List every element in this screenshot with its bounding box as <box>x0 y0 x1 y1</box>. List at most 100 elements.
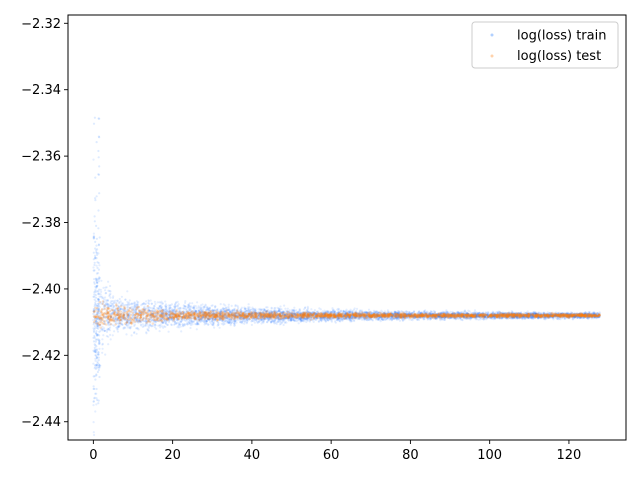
data-point <box>504 312 507 315</box>
data-point <box>127 312 131 315</box>
data-point <box>560 316 563 319</box>
data-point <box>438 312 441 315</box>
data-point <box>503 314 506 318</box>
data-point <box>288 312 291 316</box>
data-point <box>419 315 422 318</box>
data-point <box>487 311 490 314</box>
data-point <box>461 314 464 317</box>
data-point <box>265 306 268 309</box>
data-point <box>171 308 174 311</box>
data-point <box>408 315 411 318</box>
data-point <box>523 313 526 316</box>
data-point <box>313 313 316 316</box>
data-point <box>217 321 220 325</box>
data-point <box>506 314 509 317</box>
data-point <box>99 295 102 298</box>
data-point <box>367 308 371 311</box>
data-point <box>348 314 351 317</box>
data-point <box>277 319 280 322</box>
data-point <box>466 316 469 319</box>
data-point <box>230 321 233 325</box>
data-point <box>127 326 130 329</box>
data-point <box>92 158 95 161</box>
data-point <box>111 334 114 337</box>
data-point <box>589 315 592 318</box>
data-point <box>213 326 216 329</box>
data-point <box>247 307 250 310</box>
data-point <box>295 309 298 312</box>
data-point <box>477 315 480 318</box>
data-point <box>147 326 150 329</box>
data-point <box>319 313 322 316</box>
data-point <box>335 314 338 317</box>
data-point <box>392 315 395 318</box>
data-point <box>501 313 504 316</box>
data-point <box>453 313 456 316</box>
data-point <box>126 306 129 309</box>
data-point <box>363 311 367 314</box>
data-point <box>276 318 279 321</box>
data-point <box>195 307 198 310</box>
data-point <box>108 294 111 298</box>
data-point <box>94 410 97 413</box>
data-point <box>239 321 242 324</box>
data-point <box>132 302 136 305</box>
data-point <box>242 312 245 315</box>
data-point <box>101 342 104 345</box>
data-point <box>184 301 187 304</box>
data-point <box>565 314 568 317</box>
data-point <box>458 315 461 318</box>
data-point <box>232 314 235 317</box>
data-point <box>537 316 540 319</box>
data-point <box>371 319 374 322</box>
data-point <box>540 316 543 320</box>
data-point <box>144 324 147 327</box>
data-point <box>301 316 304 319</box>
data-point <box>101 338 104 341</box>
data-point <box>427 314 430 317</box>
data-point <box>486 316 489 319</box>
data-point <box>388 314 391 317</box>
data-point <box>440 312 443 316</box>
data-point <box>496 315 499 319</box>
data-point <box>188 304 191 308</box>
data-point <box>98 264 101 267</box>
data-point <box>404 314 407 318</box>
data-point <box>396 312 399 315</box>
data-point <box>381 314 384 317</box>
data-point <box>548 315 552 318</box>
data-point <box>469 315 472 318</box>
data-point <box>247 303 250 306</box>
data-point <box>516 312 520 315</box>
data-point <box>483 313 486 316</box>
data-point <box>287 315 290 318</box>
data-point <box>445 316 448 319</box>
data-point <box>116 330 120 333</box>
data-point <box>483 315 486 318</box>
data-point <box>105 330 109 333</box>
data-point <box>293 306 296 309</box>
data-point <box>518 316 522 319</box>
data-point <box>128 299 131 302</box>
data-point <box>186 306 189 309</box>
data-point <box>286 307 289 310</box>
data-point <box>589 314 593 317</box>
data-point <box>346 316 350 319</box>
data-point <box>547 313 550 316</box>
data-point <box>233 308 236 311</box>
data-point <box>488 316 491 319</box>
data-point <box>154 320 157 323</box>
data-point <box>145 332 148 335</box>
data-point <box>171 316 175 320</box>
data-point <box>247 306 250 309</box>
data-point <box>586 314 589 317</box>
data-point <box>490 314 494 317</box>
data-point <box>291 313 294 316</box>
data-point <box>273 312 276 315</box>
data-point <box>265 317 268 320</box>
data-point <box>436 312 439 315</box>
data-point <box>368 314 371 317</box>
data-point <box>409 313 412 316</box>
data-point <box>532 315 535 318</box>
data-point <box>589 314 593 317</box>
